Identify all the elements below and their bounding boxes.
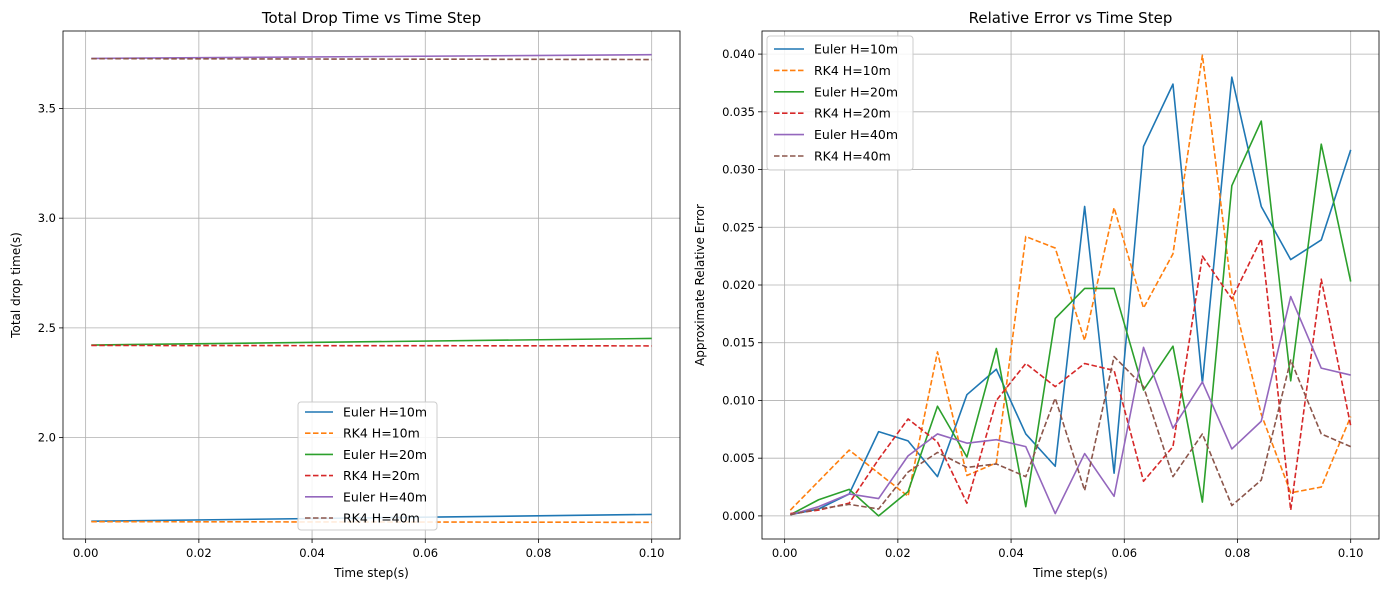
series-line-euler-h-40m — [790, 295, 1351, 516]
legend-label-rk4-h-40m: RK4 H=40m — [814, 149, 891, 164]
legend-label-rk4-h-10m: RK4 H=10m — [814, 63, 891, 78]
x-tick-label: 0.00 — [772, 546, 798, 560]
series-line-rk4-h-40m — [790, 355, 1352, 516]
series-line-euler-h-20m — [91, 337, 652, 346]
x-tick-label: 0.10 — [639, 546, 665, 560]
x-tick-label: 0.06 — [1111, 546, 1137, 560]
legend: Euler H=10m RK4 H=10m Euler H=20m RK4 H=20m… — [297, 401, 438, 531]
y-tick-label: 0.030 — [722, 163, 755, 177]
y-tick-label: 2.0 — [38, 431, 56, 445]
legend-label-euler-h-20m: Euler H=20m — [814, 84, 898, 99]
series-line-euler-h-40m — [91, 53, 652, 60]
x-tick-label: 0.08 — [1225, 546, 1251, 560]
chart-relative-error: 0.00 0.02 0.04 0.06 0.08 0.10 0.000 0.005 0.010 0… — [693, 9, 1380, 580]
x-tick-label: 0.04 — [998, 546, 1024, 560]
x-tick-label: 0.02 — [885, 546, 911, 560]
x-tick-label: 0.00 — [73, 546, 99, 560]
series-line-rk4-h-20m — [790, 238, 1352, 515]
x-tick-label: 0.10 — [1338, 546, 1364, 560]
x-tick-label: 0.04 — [299, 546, 325, 560]
series-line-euler-h-10m — [790, 76, 1352, 516]
y-tick-label: 0.000 — [722, 509, 755, 523]
legend-box — [766, 35, 914, 171]
series-line-rk4-h-10m — [789, 54, 1352, 511]
y-tick-label: 0.015 — [722, 336, 755, 350]
legend: Euler H=10m RK4 H=10m Euler H=20m RK4 H=20m… — [766, 35, 914, 171]
y-tick-label: 3.5 — [38, 101, 56, 115]
legend-label-rk4-h-20m: RK4 H=20m — [814, 106, 891, 121]
x-tick-label: 0.08 — [526, 546, 552, 560]
y-tick-label: 0.010 — [722, 393, 755, 407]
x-tick-label: 0.02 — [186, 546, 212, 560]
y-tick-label: 0.035 — [722, 105, 755, 119]
legend-label-euler-h-40m: Euler H=40m — [343, 489, 427, 504]
y-axis-label: Approximate Relative Error — [693, 204, 707, 366]
y-tick-label: 0.025 — [722, 220, 755, 234]
chart-total-drop-time: 0.00 0.02 0.04 0.06 0.08 0.10 2.0 2.5 3.0 3.5 Tot… — [9, 9, 681, 580]
x-axis-label: Time step(s) — [333, 566, 409, 580]
chart-title: Relative Error vs Time Step — [969, 9, 1173, 27]
plot-frame — [62, 30, 681, 540]
y-tick-label: 0.020 — [722, 278, 755, 292]
y-axis-label: Total drop time(s) — [9, 232, 23, 339]
legend-label-rk4-h-20m: RK4 H=20m — [343, 468, 420, 483]
legend-label-rk4-h-40m: RK4 H=40m — [343, 511, 420, 526]
y-tick-label: 0.040 — [722, 47, 755, 61]
chart-title: Total Drop Time vs Time Step — [261, 9, 481, 27]
legend-label-rk4-h-10m: RK4 H=10m — [343, 426, 420, 441]
x-tick-label: 0.06 — [412, 546, 438, 560]
y-tick-label: 3.0 — [38, 211, 56, 225]
legend-label-euler-h-10m: Euler H=10m — [343, 405, 427, 420]
legend-label-euler-h-40m: Euler H=40m — [814, 127, 898, 142]
legend-label-euler-h-20m: Euler H=20m — [343, 447, 427, 462]
legend-label-euler-h-10m: Euler H=10m — [814, 42, 898, 57]
series-line-rk4-h-40m — [91, 57, 652, 61]
y-tick-label: 0.005 — [722, 451, 755, 465]
y-tick-label: 2.5 — [38, 321, 56, 335]
series-line-euler-h-20m — [789, 120, 1352, 517]
x-axis-label: Time step(s) — [1032, 566, 1108, 580]
